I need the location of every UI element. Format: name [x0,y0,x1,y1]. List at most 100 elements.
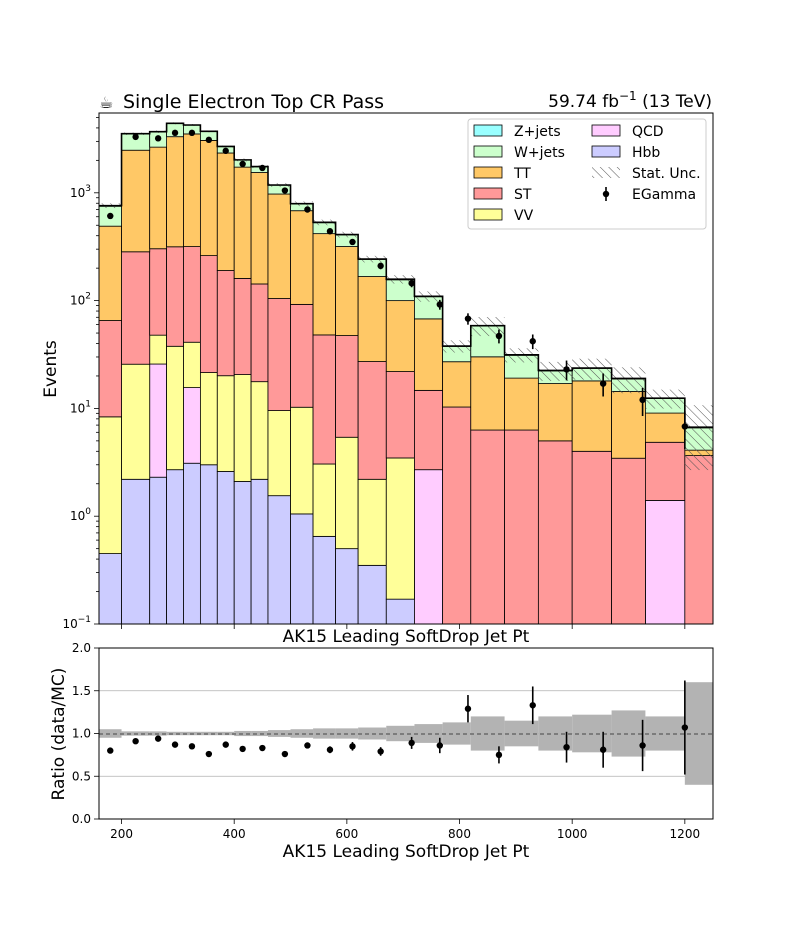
ratio-y-ticks: 0.0 0.5 1.0 1.5 2.0 [72,641,99,826]
mc-total-outline [99,122,713,428]
bar-vv [357,478,387,566]
bar-st [571,450,613,625]
bar-qcd [183,387,201,464]
legend-label: ST [514,187,532,203]
bar-st [250,283,269,383]
data-point [188,129,196,137]
data-point [349,238,356,246]
data-point [599,380,607,387]
stacked-histogram [98,123,714,625]
upper-x-ticks [121,624,686,629]
bar-vv [335,436,359,550]
legend-swatch [473,145,503,158]
bar-tt [470,356,505,431]
bar-tt [183,133,201,247]
chart-title: Single Electron Top CR Pass [123,91,384,113]
upper-plot: 10−1 100 101 102 103 Events AK15 Leading Sof… [41,112,714,647]
legend-label: Stat. Unc. [632,166,701,182]
legend-item: Z+jets [473,124,561,140]
bar-vv [233,374,252,482]
data-point [495,332,503,340]
bar-tt [267,193,291,299]
x-tick-label: 200 [110,827,133,841]
bar-qcd [149,363,167,478]
stat-unc-bin [611,367,646,394]
unc-band-bin [251,730,268,737]
unc-band-bin [200,731,218,736]
bar-vv [149,334,167,365]
data-point [326,228,334,235]
bar-tt [335,246,359,336]
x-tick-label: 1000 [557,827,588,841]
ratio-x-ticks: 200 400 600 800 1000 1200 [110,819,700,841]
data-point [304,206,311,213]
data-point [639,396,646,404]
bar-tt [414,318,444,391]
legend-item: W+jets [473,145,565,161]
legend-swatch [473,124,503,137]
bar-st [645,441,686,501]
bar-hbb [357,564,387,625]
stat-unc-bin [572,358,612,380]
stat-unc-bin [684,405,713,471]
ratio-point [436,742,443,749]
legend-swatch [473,208,503,221]
mc-total-line [99,122,713,428]
data-point [222,147,229,155]
ratio-point [408,739,415,747]
bar-tt [121,149,151,253]
ratio-point [205,750,213,758]
ratio-point [259,744,266,752]
y-tick-label: 100 [70,507,91,523]
ratio-point [639,742,646,749]
bar-st [537,440,573,625]
data-point [529,338,536,345]
ratio-point [154,735,162,742]
x-tick-label: 800 [448,827,471,841]
bar-st [166,246,184,347]
bar-st [504,429,539,625]
x-tick-label: 400 [223,827,246,841]
bar-vv [267,410,291,497]
y-tick-label: 10−1 [62,615,91,631]
upper-y-axis-label: Events [41,340,61,398]
data-point [239,160,246,168]
bar-tt [216,152,235,271]
ratio-point [188,743,196,750]
ratio-point [132,737,139,745]
legend-label: EGamma [632,187,696,203]
data-point [132,133,139,141]
bar-hbb [166,469,184,625]
ratio-point [464,705,472,712]
bar-tt [611,391,646,459]
bar-tt [233,166,252,279]
bar-vv [250,381,269,480]
ratio-point [349,743,356,750]
ratio-point [281,750,289,758]
legend-swatch [473,166,503,179]
bar-hbb [385,598,415,625]
y-tick-label: 103 [70,184,91,200]
legend-hatch [592,167,620,178]
bar-hbb [98,553,122,625]
bar-hbb [335,548,359,625]
ratio-point [377,748,384,755]
unc-band-bin [645,716,685,751]
unc-band-bin [290,729,314,738]
bar-hbb [199,464,218,625]
ratio-point [171,741,179,748]
bar-vv [290,406,314,515]
bar-st [183,246,201,343]
bar-vv [98,416,122,554]
y-tick-label: 1.0 [72,727,91,741]
legend-label: VV [514,208,534,224]
bar-vv [199,372,218,466]
ratio-point [239,745,246,753]
bar-hbb [267,495,291,625]
bar-vv [216,375,235,472]
legend-label: W+jets [514,145,565,161]
bar-hbb [149,476,167,625]
y-tick-label: 2.0 [72,641,91,655]
bar-st [357,361,387,480]
data-point [681,423,689,430]
